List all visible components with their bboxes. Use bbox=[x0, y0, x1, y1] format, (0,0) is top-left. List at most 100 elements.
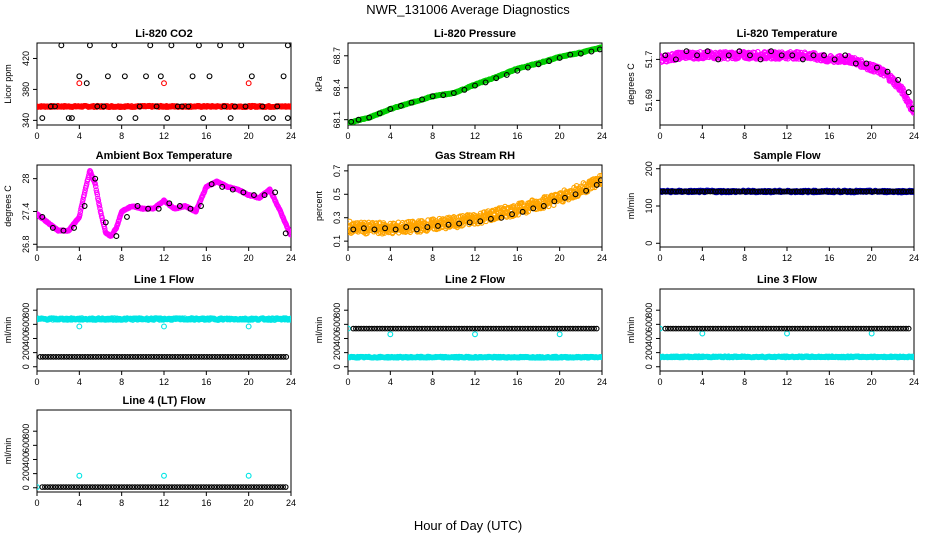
data-point bbox=[495, 325, 502, 332]
data-point bbox=[538, 325, 544, 332]
data-point bbox=[79, 484, 85, 490]
data-point bbox=[752, 49, 758, 56]
data-point bbox=[839, 325, 846, 332]
data-point bbox=[392, 226, 399, 233]
x-tick-label: 16 bbox=[201, 498, 211, 508]
data-point bbox=[823, 325, 830, 332]
data-point bbox=[214, 354, 221, 360]
data-point bbox=[387, 325, 394, 332]
data-point bbox=[882, 188, 888, 195]
data-point bbox=[198, 354, 205, 360]
x-tick-label: 8 bbox=[742, 131, 747, 141]
data-point bbox=[355, 325, 362, 332]
data-point bbox=[911, 188, 914, 195]
data-point bbox=[818, 325, 825, 332]
data-point bbox=[837, 325, 843, 332]
data-point bbox=[180, 354, 186, 360]
data-point bbox=[135, 354, 141, 360]
data-point bbox=[50, 484, 56, 490]
data-point bbox=[715, 188, 722, 195]
y-tick-label: 600 bbox=[644, 317, 654, 332]
data-point bbox=[907, 99, 913, 105]
panel-title: Gas Stream RH bbox=[435, 150, 515, 162]
data-point bbox=[567, 325, 574, 332]
data-point bbox=[121, 73, 128, 80]
data-point bbox=[511, 325, 518, 332]
data-point bbox=[845, 325, 851, 332]
data-point bbox=[810, 52, 817, 59]
data-point bbox=[466, 219, 473, 226]
data-point bbox=[860, 325, 867, 332]
y-axis-label: ml/min bbox=[3, 317, 13, 344]
data-point bbox=[901, 88, 907, 94]
data-point bbox=[164, 354, 171, 360]
data-point bbox=[524, 64, 531, 71]
data-point bbox=[96, 202, 103, 209]
data-point bbox=[97, 205, 103, 212]
data-point bbox=[514, 67, 521, 74]
data-point bbox=[348, 118, 355, 125]
data-point bbox=[77, 209, 84, 215]
data-point bbox=[482, 79, 489, 86]
data-point bbox=[60, 227, 67, 234]
data-point bbox=[348, 325, 351, 332]
data-point bbox=[842, 52, 849, 59]
data-point bbox=[164, 115, 171, 121]
data-point bbox=[871, 325, 878, 332]
data-point bbox=[145, 205, 152, 212]
data-point bbox=[188, 354, 194, 360]
line-1-flow-marks bbox=[37, 315, 291, 360]
data-point bbox=[564, 325, 571, 332]
data-point bbox=[678, 325, 685, 332]
data-point bbox=[799, 56, 806, 63]
data-point bbox=[530, 205, 537, 212]
data-point bbox=[897, 325, 904, 332]
data-point bbox=[221, 103, 228, 110]
data-point bbox=[103, 354, 110, 360]
data-point bbox=[589, 184, 596, 191]
gas-stream-rh-marks bbox=[348, 172, 602, 237]
data-point bbox=[37, 484, 40, 491]
data-point bbox=[739, 325, 745, 332]
data-point bbox=[702, 188, 708, 195]
data-point bbox=[217, 43, 224, 49]
data-point bbox=[813, 325, 819, 332]
data-point bbox=[145, 354, 152, 360]
data-point bbox=[363, 325, 370, 332]
data-point bbox=[599, 354, 602, 361]
data-point bbox=[398, 325, 404, 332]
data-point bbox=[731, 188, 737, 195]
data-point bbox=[419, 96, 426, 103]
data-point bbox=[887, 325, 894, 332]
data-point bbox=[39, 354, 46, 360]
data-point bbox=[834, 188, 841, 195]
data-point bbox=[525, 325, 531, 332]
data-point bbox=[797, 325, 804, 332]
data-point bbox=[879, 325, 886, 332]
data-point bbox=[762, 325, 769, 332]
data-point bbox=[453, 325, 460, 332]
data-point bbox=[400, 325, 407, 332]
data-point bbox=[259, 354, 266, 360]
data-point bbox=[371, 325, 378, 332]
plot-frame bbox=[36, 42, 292, 126]
data-point bbox=[161, 80, 167, 87]
data-point bbox=[461, 325, 468, 332]
data-point bbox=[773, 325, 780, 332]
data-point bbox=[193, 354, 200, 360]
y-axis-label: degrees C bbox=[626, 63, 636, 105]
data-point bbox=[169, 354, 176, 360]
x-tick-label: 12 bbox=[470, 131, 480, 141]
data-point bbox=[533, 325, 539, 332]
data-point bbox=[456, 325, 462, 332]
x-tick-label: 8 bbox=[119, 253, 124, 263]
data-point bbox=[868, 325, 875, 332]
data-point bbox=[845, 188, 851, 195]
data-point bbox=[776, 325, 782, 332]
data-point bbox=[852, 325, 859, 332]
y-axis-label: kPa bbox=[314, 76, 324, 92]
data-point bbox=[185, 354, 192, 360]
data-point bbox=[87, 354, 94, 360]
